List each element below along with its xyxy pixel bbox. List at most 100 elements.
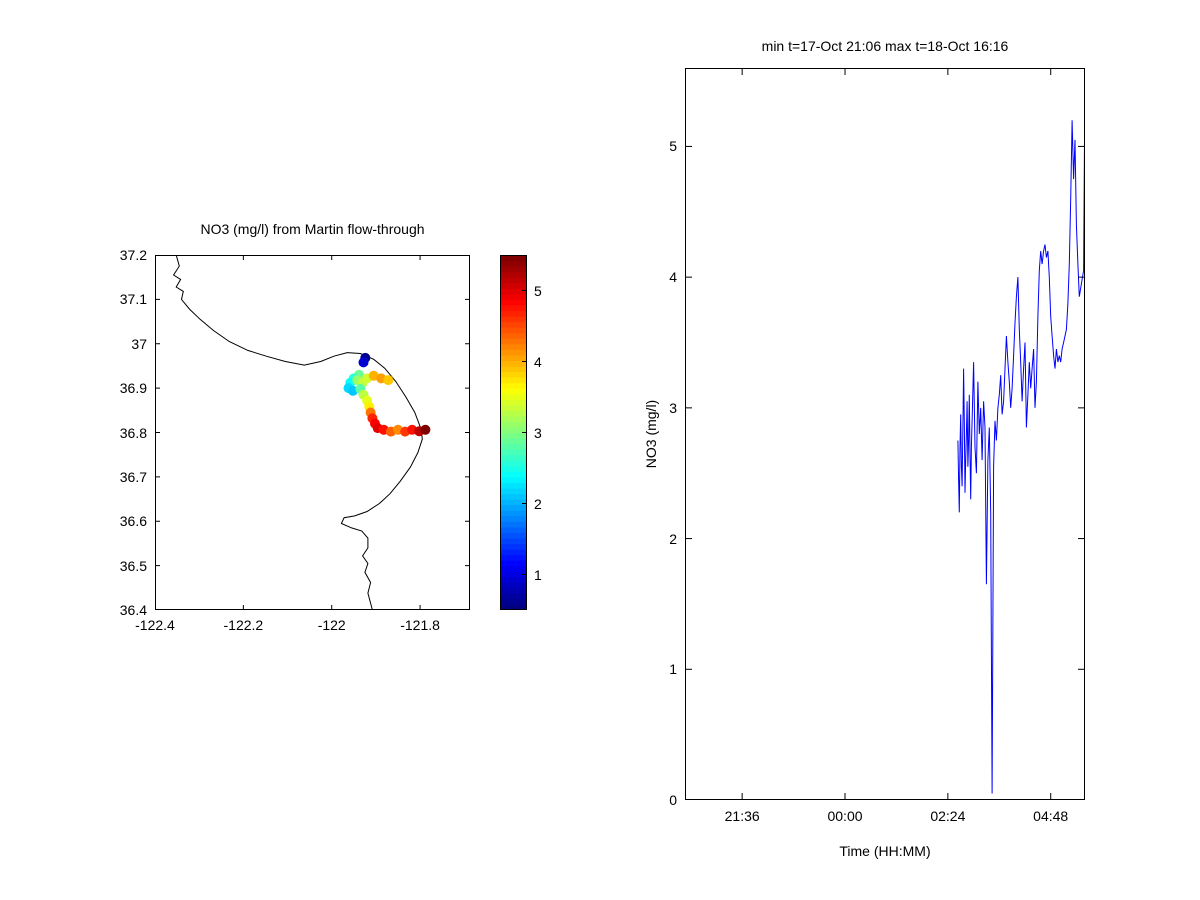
colorbar-gradient-step — [500, 587, 527, 594]
map-y-tick-label: 36.6 — [119, 513, 147, 530]
timeseries-x-tick-label: 21:36 — [724, 808, 760, 824]
colorbar-gradient-step — [500, 399, 527, 406]
colorbar-gradient-step — [500, 543, 527, 550]
colorbar-gradient-step — [500, 327, 527, 334]
map-y-tick-label: 37 — [131, 335, 147, 352]
timeseries-y-tick-label: 2 — [669, 530, 677, 547]
colorbar-gradient-step — [500, 482, 527, 489]
map-y-tick-label: 36.7 — [119, 468, 147, 485]
timeseries-x-tick-label: 04:48 — [1033, 808, 1069, 824]
colorbar-gradient-step — [500, 460, 527, 467]
no3-scatter-point — [368, 370, 379, 381]
colorbar-gradient-step — [500, 521, 527, 528]
colorbar-gradient-step — [500, 321, 527, 328]
colorbar-gradient-step — [500, 349, 527, 356]
colorbar-gradient-step — [500, 554, 527, 561]
colorbar-gradient-step — [500, 432, 527, 439]
map-x-tick-label: -121.8 — [400, 617, 440, 633]
colorbar-gradient-step — [500, 293, 527, 300]
map-y-tick-label: 36.5 — [119, 557, 147, 574]
colorbar-tick-label: 5 — [534, 282, 542, 299]
colorbar-gradient-step — [500, 576, 527, 583]
colorbar-gradient-step — [500, 604, 527, 610]
colorbar-gradient-step — [500, 510, 527, 517]
timeseries-title: min t=17-Oct 21:06 max t=18-Oct 16:16 — [761, 38, 1009, 54]
colorbar-gradient-step — [500, 443, 527, 450]
colorbar-gradient-step — [500, 487, 527, 495]
timeseries-xlabel: Time (HH:MM) — [839, 843, 931, 859]
map-y-tick-label: 36.8 — [119, 424, 147, 441]
colorbar-gradient-step — [500, 532, 527, 539]
colorbar-gradient-step — [500, 582, 527, 589]
colorbar-gradient-step — [500, 526, 527, 533]
colorbar-gradient-step — [500, 504, 527, 511]
colorbar-gradient-step — [500, 410, 527, 417]
colorbar-gradient-step — [500, 288, 527, 295]
colorbar-gradient-step — [500, 415, 527, 423]
map-plot — [155, 255, 470, 610]
colorbar-gradient-step — [500, 266, 527, 273]
colorbar-gradient-step — [500, 271, 527, 278]
timeseries-x-tick-label: 00:00 — [827, 808, 863, 824]
colorbar — [500, 255, 527, 610]
colorbar-gradient-step — [500, 332, 527, 339]
timeseries-axes-box — [685, 68, 1085, 800]
colorbar-gradient-step — [500, 449, 527, 456]
colorbar-gradient-step — [500, 360, 527, 367]
colorbar-gradient-step — [500, 282, 527, 289]
colorbar-gradient-step — [500, 593, 527, 600]
map-title: NO3 (mg/l) from Martin flow-through — [200, 221, 425, 237]
map-x-tick-label: -122.2 — [223, 617, 264, 633]
map-y-tick-label: 37.1 — [119, 291, 147, 308]
timeseries-plot — [685, 68, 1085, 800]
colorbar-gradient-step — [500, 465, 527, 472]
no3-scatter-point — [420, 424, 431, 435]
colorbar-gradient-step — [500, 277, 527, 284]
colorbar-gradient-step — [500, 515, 527, 522]
map-y-tick-label: 36.4 — [119, 602, 147, 618]
colorbar-gradient-step — [500, 365, 527, 373]
colorbar-gradient-step — [500, 382, 527, 389]
colorbar-gradient-step — [500, 454, 527, 461]
timeseries-y-tick-label: 4 — [669, 269, 677, 286]
coastline-path — [172, 255, 423, 610]
colorbar-gradient-step — [500, 377, 527, 384]
no3-scatter-point — [358, 357, 369, 368]
no3-timeseries-line — [957, 69, 1085, 794]
colorbar-gradient-step — [500, 338, 527, 345]
colorbar-gradient-step — [500, 316, 527, 323]
colorbar-gradient-step — [500, 571, 527, 578]
map-x-tick-label: -122 — [317, 617, 346, 633]
colorbar-gradient-step — [500, 421, 527, 428]
colorbar-gradient-step — [500, 304, 527, 312]
colorbar-gradient-step — [500, 499, 527, 506]
timeseries-y-tick-label: 1 — [669, 661, 677, 678]
colorbar-gradient-step — [500, 560, 527, 567]
map-y-tick-label: 36.9 — [119, 380, 147, 397]
colorbar-gradient-step — [500, 598, 527, 606]
colorbar-gradient-step — [500, 476, 527, 484]
colorbar-gradient-step — [500, 255, 527, 262]
colorbar-tick-label: 3 — [534, 424, 542, 441]
colorbar-gradient-step — [500, 310, 527, 317]
map-x-tick-label: -122.4 — [135, 617, 175, 633]
timeseries-x-tick-label: 02:24 — [930, 808, 966, 824]
colorbar-gradient-step — [500, 565, 527, 572]
colorbar-gradient-step — [500, 471, 527, 478]
colorbar-gradient-step — [500, 393, 527, 400]
map-y-tick-label: 37.2 — [119, 247, 147, 263]
timeseries-y-tick-label: 5 — [669, 138, 677, 155]
colorbar-gradient-step — [500, 343, 527, 350]
colorbar-gradient-step — [500, 388, 527, 395]
colorbar-tick-label: 4 — [534, 353, 542, 370]
colorbar-gradient-step — [500, 493, 527, 500]
timeseries-y-tick-label: 3 — [669, 399, 677, 416]
no3-scatter-point — [383, 375, 394, 386]
no3-scatter-point — [347, 385, 358, 396]
colorbar-tick-label: 2 — [534, 495, 542, 512]
colorbar-gradient-step — [500, 438, 527, 445]
colorbar-gradient-step — [500, 260, 527, 267]
colorbar-gradient-step — [500, 371, 527, 378]
timeseries-ylabel: NO3 (mg/l) — [643, 399, 659, 469]
